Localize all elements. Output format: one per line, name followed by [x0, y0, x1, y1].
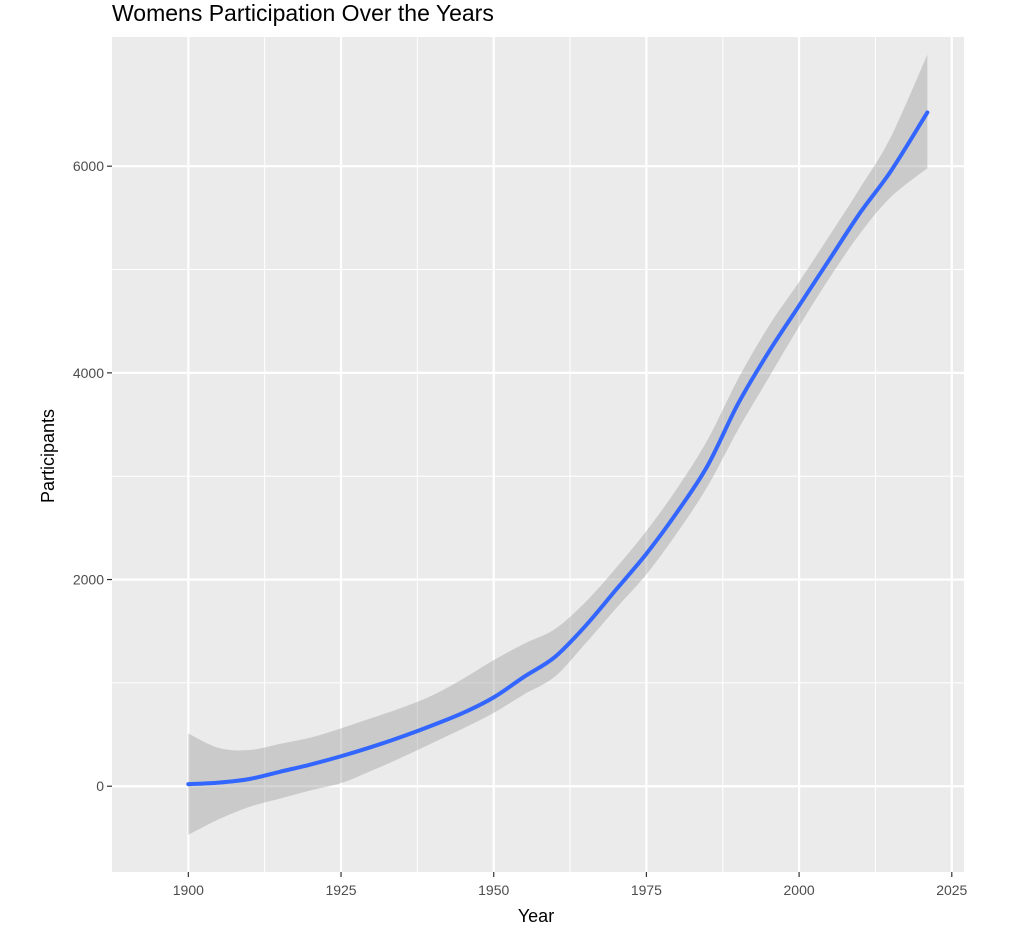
x-tick-label: 1900 [173, 882, 204, 898]
chart-title: Womens Participation Over the Years [112, 0, 494, 26]
series-line [186, 110, 930, 787]
x-tick-label: 2025 [936, 882, 967, 898]
x-axis: 1900 1925 1950 1975 2000 2025 [173, 872, 968, 898]
confidence-band-layer [188, 54, 928, 835]
y-axis: 0 2000 4000 6000 [73, 158, 112, 794]
x-axis-title: Year [518, 906, 554, 926]
x-tick-label: 2000 [784, 882, 815, 898]
x-tick-label: 1950 [478, 882, 509, 898]
plot-panel [112, 37, 964, 872]
y-tick-label: 2000 [73, 572, 104, 588]
series-line-layer [186, 110, 930, 787]
y-tick-label: 4000 [73, 365, 104, 381]
grid-lines [112, 37, 964, 872]
y-tick-label: 6000 [73, 158, 104, 174]
y-axis-title: Participants [38, 409, 58, 503]
x-tick-label: 1925 [325, 882, 356, 898]
y-tick-label: 0 [96, 778, 104, 794]
x-tick-label: 1975 [631, 882, 662, 898]
confidence-band [188, 54, 928, 835]
